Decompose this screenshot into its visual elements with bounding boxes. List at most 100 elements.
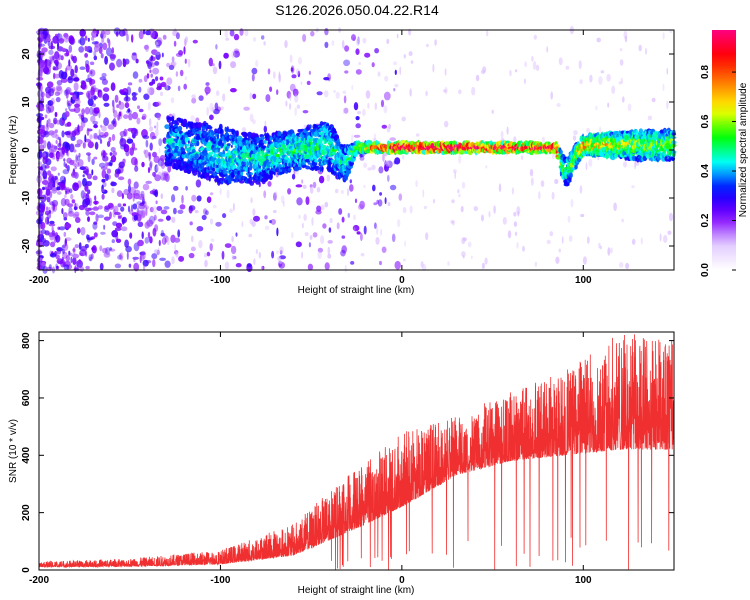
spectrogram-cell [80,245,88,252]
spectrogram-cell [228,177,232,184]
spectrogram-cell [201,146,205,150]
spectrogram-cell [198,95,204,101]
spectrogram-cell [50,143,54,148]
spectrogram-cell [310,30,315,37]
spectrogram-cell [88,197,93,207]
spectrogram-cell [183,83,187,90]
spectrogram-cell [137,221,144,228]
spectrogram-cell [62,243,69,251]
spectrogram-cell [121,216,128,224]
spectrogram-cell [84,35,88,41]
spectrogram-cell [264,140,267,145]
spectrogram-cell [356,231,361,235]
spectrogram-cell [161,52,164,58]
spectrogram-cell [101,188,105,193]
spectrogram-cell [135,58,139,64]
spectrogram-cell [355,123,362,129]
spectrogram-cell [86,46,93,53]
spectrogram-cell [149,69,152,73]
spectrogram-cell [52,55,55,61]
spectrogram-cell [57,172,60,176]
spectrogram-cell [394,83,399,88]
spectrogram-cell [126,138,134,144]
spectrogram-cell [651,97,656,103]
spectrogram-cell [493,205,496,214]
spectrogram-cell [585,162,588,171]
spectrogram-cell [205,82,210,86]
spectrogram-cell [550,91,553,100]
spectrogram-cell [561,236,564,244]
spectrogram-cell [126,192,133,200]
spectrogram-cell [109,62,115,71]
spectrogram-cell [609,247,613,254]
spectrogram-cell [409,88,412,97]
spectrogram-cell [55,85,62,92]
spectrogram-cell [63,231,67,237]
spectrogram-cell [329,217,333,224]
spectrogram-cell [186,143,190,147]
spectrogram-cell [155,44,161,48]
spectrogram-cell [588,158,593,167]
spectrogram-cell [102,247,108,254]
spectrogram-cell [374,222,377,229]
spectrogram-cell [141,231,144,239]
spectrogram-cell [218,164,222,169]
spectrogram-cell [156,206,163,211]
spectrogram-cell [117,254,123,260]
spectrogram-cell [264,225,270,231]
spectrogram-cell [231,172,235,177]
spectrogram-cell [422,189,425,198]
spectrogram-cell [308,242,311,248]
spectrogram-cell [94,141,99,150]
spectrogram-cell [298,214,301,219]
spectrogram-cell [156,166,160,172]
spectrogram-cell [150,55,154,61]
spectrogram-cell [134,128,139,137]
spectrogram-cell [175,32,180,40]
spectrogram-cell [72,77,80,82]
spectrogram-cell [282,200,285,207]
spectrogram-cell [96,33,99,37]
spectrogram-cell [67,210,75,217]
spectrogram-cell [100,30,106,35]
spectrogram-cell [84,134,87,143]
spectrogram-cell [163,206,170,210]
spectrogram-cell [45,216,49,225]
spectrogram-cell [461,181,466,189]
spectrogram-cell [97,214,105,219]
spectrogram-cell [182,139,186,145]
spectrogram-cell [574,164,578,170]
spectrogram-cell [546,46,549,53]
spectrogram-cell [221,250,225,260]
spectrogram-cell [611,85,616,95]
spectrogram-cell [37,257,43,262]
spectrogram-cell [619,59,624,66]
spectrogram-cell [387,174,390,182]
spectrogram-cell [80,226,86,236]
spectrogram-cell [152,205,157,215]
spectrogram-cell [66,64,73,71]
spectrogram-cell [64,131,71,136]
spectrogram-cell [99,245,103,252]
spectrogram-cell [191,235,194,243]
spectrogram-cell [362,108,366,116]
spectrogram-cell [159,155,166,162]
spectrogram-cell [359,156,365,161]
spectrogram-cell [62,248,65,255]
spectrogram-cell [573,130,578,136]
spectrogram-cell [372,137,377,142]
spectrogram-cell [294,94,299,103]
spectrogram-cell [261,35,265,40]
spectrogram-cell [155,200,158,205]
spectrogram-cell [136,117,141,125]
spectrogram-cell [383,105,388,114]
spectrogram-cell [245,166,248,172]
spectrogram-cell [55,140,58,144]
spectrogram-cell [145,180,152,184]
spectrogram-cell [579,79,583,85]
spectrogram-cell [64,223,72,229]
spectrogram-cell [93,232,98,238]
spectrogram-cell [249,218,254,225]
spectrogram-cell [357,36,360,45]
